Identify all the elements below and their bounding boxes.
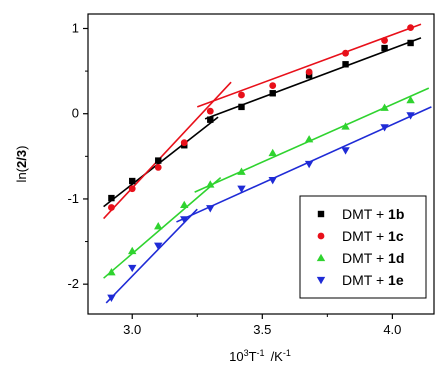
fit-line-1d (103, 177, 222, 279)
data-point-1b (407, 39, 414, 47)
y-tick-label: -1 (67, 191, 79, 206)
data-point-1d (180, 200, 189, 209)
data-point-1d (268, 148, 277, 157)
data-point-1d (128, 246, 137, 255)
data-point-1b (108, 194, 115, 202)
data-point-1d (206, 180, 215, 188)
legend-marker-1d (316, 253, 326, 262)
data-point-1c (108, 204, 115, 211)
fit-line-1e (105, 208, 198, 304)
data-point-1e (268, 177, 277, 185)
axis-ticks: 3.0 3.5 4.0 -2 -1 0 1 (67, 20, 401, 337)
data-point-1b (305, 72, 313, 79)
data-point-1b (129, 177, 136, 185)
data-point-1e (128, 264, 137, 273)
x-tick-label: 4.0 (383, 322, 401, 337)
data-point-1c (342, 49, 349, 57)
data-point-1e (341, 147, 350, 155)
data-point-1d (341, 122, 350, 130)
data-point-1d (406, 95, 415, 104)
data-point-1b (155, 157, 162, 164)
data-point-1c (269, 82, 277, 89)
data-point-1b (381, 44, 388, 52)
legend-marker-1e (316, 276, 326, 285)
data-point-1c (180, 139, 188, 147)
legend-marker-1b (317, 210, 325, 218)
data-points (107, 24, 415, 303)
data-point-1d (304, 135, 314, 143)
legend-label-1c: DMT + 1c (342, 228, 404, 244)
legend: DMT + 1b DMT + 1c DMT + 1d DMT + 1e (299, 195, 427, 299)
data-point-1c (305, 68, 313, 76)
legend-label-1d: DMT + 1d (342, 250, 404, 266)
y-tick-label: -2 (67, 276, 79, 291)
data-point-1e (180, 216, 189, 224)
data-point-1d (154, 222, 163, 230)
legend-label-1e: DMT + 1e (342, 272, 404, 288)
y-tick-label: 1 (72, 20, 79, 35)
data-point-1e (237, 185, 246, 193)
x-axis-title: 103T-1/K-1 (229, 348, 291, 364)
data-point-1c (128, 185, 136, 193)
data-point-1e (206, 205, 215, 213)
data-point-1b (238, 103, 245, 111)
y-axis-title: ln(2/3) (14, 146, 29, 183)
data-point-1c (206, 107, 214, 115)
data-point-1b (207, 116, 214, 123)
data-point-1e (406, 112, 415, 120)
data-point-1c (381, 37, 388, 44)
data-point-1d (380, 103, 389, 111)
data-point-1e (304, 160, 314, 169)
y-tick-label: 0 (72, 106, 79, 121)
plot-frame (87, 13, 435, 315)
data-point-1b (269, 90, 276, 97)
fit-line-1c (196, 23, 422, 108)
data-point-1d (237, 167, 246, 175)
data-point-1e (380, 124, 389, 132)
x-tick-label: 3.5 (253, 322, 271, 337)
data-point-1c (238, 91, 245, 99)
fit-line-1e (176, 106, 432, 223)
legend-marker-1c (317, 232, 325, 240)
data-point-1e (107, 294, 116, 303)
x-tick-label: 3.0 (123, 322, 141, 337)
data-point-1c (154, 164, 162, 171)
fit-line-1c (103, 81, 232, 220)
data-point-1e (154, 242, 163, 251)
legend-label-1b: DMT + 1b (342, 206, 404, 222)
data-point-1b (342, 61, 349, 68)
data-point-1d (107, 268, 116, 276)
data-point-1c (407, 24, 414, 32)
